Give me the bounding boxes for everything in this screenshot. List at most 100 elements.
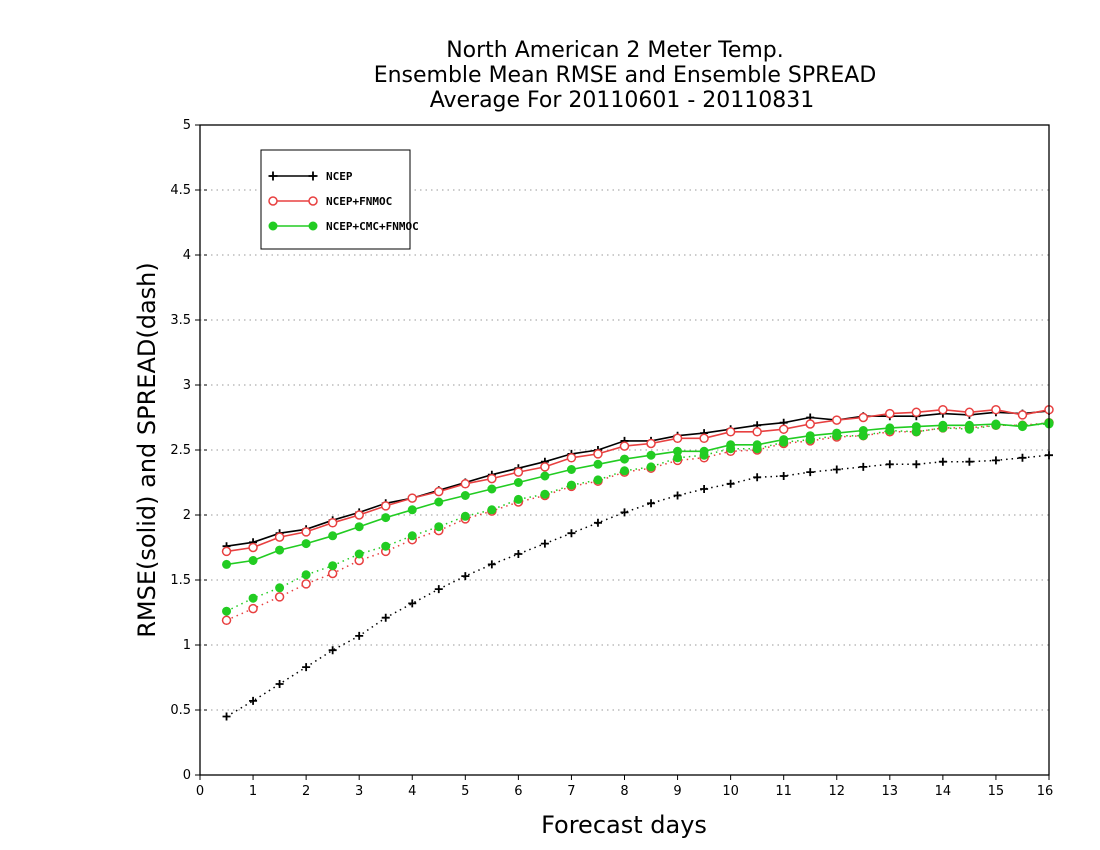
ncep-spread-point — [302, 663, 311, 672]
ncep-cmc-fnmoc-spread-point — [248, 593, 258, 603]
ncep-cmc-fnmoc-spread-point — [646, 462, 656, 472]
ncep-fnmoc-rmse-point — [354, 510, 364, 520]
ncep-cmc-fnmoc-rmse-point — [593, 459, 603, 469]
ncep-cmc-fnmoc-spread-point — [460, 511, 470, 521]
legend-marker — [308, 221, 318, 231]
ncep-cmc-fnmoc-spread-point — [593, 475, 603, 485]
ncep-cmc-fnmoc-spread-point — [620, 466, 629, 476]
ncep-fnmoc-rmse-point — [566, 453, 577, 463]
ncep-cmc-fnmoc-spread-point — [381, 541, 391, 551]
ncep-fnmoc-rmse-point — [699, 433, 709, 444]
y-axis: 0 0.5 1 1.5 2 2.5 3 3.5 4 4.5 5 — [170, 118, 207, 783]
ncep-cmc-fnmoc-rmse-point — [513, 478, 523, 487]
x-tick-label: 8 — [620, 784, 628, 799]
y-tick-label: 3 — [183, 378, 191, 393]
ncep-fnmoc-rmse-point — [725, 427, 736, 437]
ncep-cmc-fnmoc-rmse-line — [226, 421, 1050, 566]
ncep-cmc-fnmoc-rmse-point — [275, 545, 285, 555]
ncep-fnmoc-rmse-point — [858, 412, 869, 423]
ncep-fnmoc-rmse-point — [778, 424, 789, 434]
ncep-fnmoc-rmse-point — [434, 486, 444, 497]
ncep-cmc-fnmoc-rmse-point — [911, 422, 921, 432]
ncep-fnmoc-rmse-point — [832, 415, 842, 425]
ncep-cmc-fnmoc-rmse-point — [434, 497, 444, 507]
ncep-spread-line — [226, 454, 1050, 718]
ncep-spread-point — [700, 485, 709, 493]
ncep-cmc-fnmoc-rmse-point — [1017, 422, 1027, 432]
ncep-cmc-fnmoc-spread-point — [301, 570, 311, 580]
ncep-spread-point — [593, 518, 602, 527]
ncep-cmc-fnmoc-rmse-point — [938, 420, 948, 430]
ncep-spread-point — [859, 462, 868, 471]
ncep-cmc-fnmoc-rmse-point — [407, 505, 417, 515]
ncep-cmc-fnmoc-rmse-point — [354, 522, 364, 532]
ncep-fnmoc-rmse-point — [274, 532, 285, 542]
y-tick-label: 2 — [183, 508, 191, 523]
ncep-fnmoc-rmse-point — [460, 479, 471, 489]
ncep-cmc-fnmoc-spread-point — [222, 606, 232, 616]
ncep-cmc-fnmoc-rmse-point — [964, 420, 974, 430]
ncep-cmc-fnmoc-rmse-point — [301, 539, 311, 549]
ncep-cmc-fnmoc-rmse-point — [805, 431, 815, 441]
ncep-cmc-fnmoc-spread-point — [566, 480, 576, 490]
ncep-rmse-line — [226, 410, 1050, 547]
legend-marker — [268, 221, 278, 231]
ncep-spread-point — [991, 456, 1000, 465]
ncep-spread-point — [249, 696, 258, 705]
x-tick-label: 7 — [567, 784, 575, 799]
ncep-spread-point — [726, 479, 735, 488]
ncep-cmc-fnmoc-rmse-point — [726, 440, 736, 450]
ncep-cmc-fnmoc-rmse-point — [566, 465, 576, 474]
x-tick-label: 13 — [882, 784, 899, 799]
ncep-cmc-fnmoc-rmse-point — [646, 450, 656, 460]
series-ncep-spread — [222, 451, 1053, 721]
x-axis: 0 1 2 3 4 5 6 7 8 9 10 11 12 13 14 15 16 — [196, 775, 1053, 799]
ncep-fnmoc-rmse-point — [248, 542, 258, 553]
x-axis-title: Forecast days — [541, 811, 707, 839]
chart-title: North American 2 Meter Temp. Ensemble Me… — [374, 38, 877, 113]
legend-item-ncep-cmc-fnmoc: NCEP+CMC+FNMOC — [268, 220, 419, 233]
ncep-spread-point — [647, 499, 656, 508]
ncep-cmc-fnmoc-rmse-point — [487, 484, 497, 494]
ncep-cmc-fnmoc-rmse-point — [620, 454, 629, 464]
ncep-fnmoc-rmse-point — [911, 407, 922, 418]
ncep-spread-point — [753, 473, 762, 482]
ncep-spread-point — [461, 572, 470, 581]
ncep-spread-point — [885, 460, 894, 469]
ncep-fnmoc-rmse-point — [752, 427, 762, 437]
ncep-spread-point — [938, 457, 947, 466]
ncep-spread-point — [434, 585, 443, 594]
y-tick-label: 2.5 — [170, 443, 191, 458]
ncep-spread-point — [567, 529, 576, 538]
y-tick-label: 3.5 — [170, 313, 191, 328]
x-tick-label: 4 — [408, 784, 416, 799]
legend-label: NCEP — [326, 170, 353, 183]
chart-title-line-1: North American 2 Meter Temp. — [446, 38, 784, 63]
ncep-cmc-fnmoc-rmse-point — [858, 426, 868, 435]
x-tick-label: 12 — [828, 784, 845, 799]
y-tick-label: 1 — [183, 638, 191, 653]
ncep-spread-point — [355, 631, 364, 640]
ncep-spread-point — [408, 599, 417, 608]
legend-box — [260, 149, 411, 250]
ncep-cmc-fnmoc-rmse-point — [328, 531, 338, 541]
ncep-fnmoc-rmse-point — [380, 501, 391, 511]
legend-marker — [268, 196, 278, 206]
legend-item-ncep-fnmoc: NCEP+FNMOC — [268, 195, 392, 208]
ncep-fnmoc-rmse-point — [938, 404, 948, 415]
ncep-cmc-fnmoc-rmse-point — [460, 491, 470, 500]
ncep-spread-point — [222, 712, 231, 721]
series-ncep-fnmoc-rmse — [221, 404, 1054, 557]
ncep-fnmoc-rmse-point — [964, 407, 975, 418]
ncep-fnmoc-rmse-point — [619, 441, 630, 451]
ncep-cmc-fnmoc-spread-point — [540, 489, 550, 499]
ncep-spread-point — [1018, 453, 1027, 462]
ncep-cmc-fnmoc-rmse-point — [381, 513, 391, 523]
ncep-fnmoc-spread-point — [248, 603, 258, 614]
y-tick-label: 0.5 — [170, 703, 191, 718]
y-tick-label: 1.5 — [170, 573, 191, 588]
ncep-spread-point — [673, 491, 682, 500]
ncep-fnmoc-rmse-point — [407, 493, 417, 503]
ncep-cmc-fnmoc-rmse-point — [699, 446, 709, 456]
